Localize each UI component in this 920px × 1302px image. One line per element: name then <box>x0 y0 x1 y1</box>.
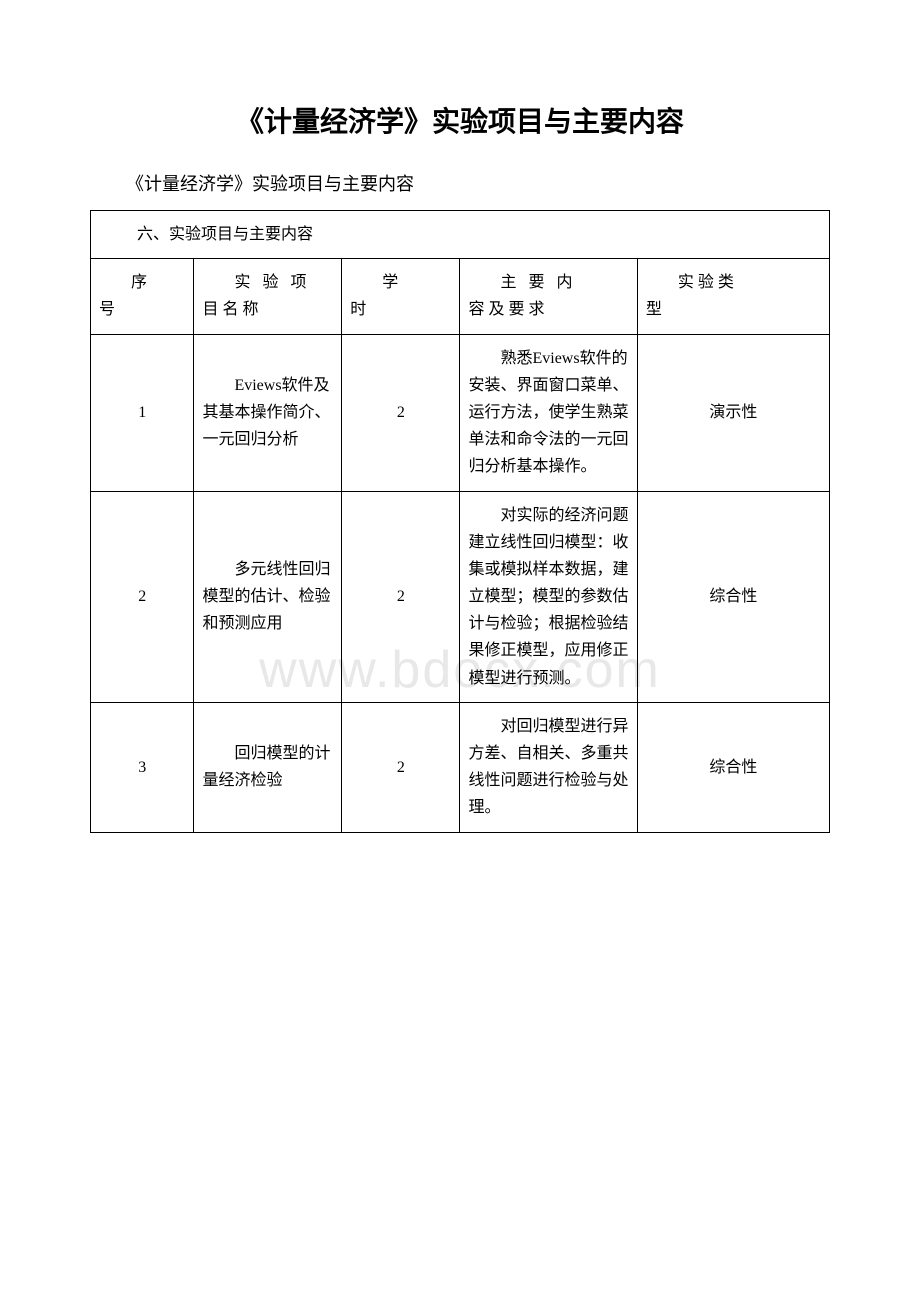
col-header-name-l1: 实 验 项 <box>202 269 333 296</box>
cell-name: 回归模型的计量经济检验 <box>194 702 342 832</box>
subtitle: 《计量经济学》实验项目与主要内容 <box>90 170 830 196</box>
cell-seq: 2 <box>91 491 194 702</box>
col-header-content-l1: 主 要 内 <box>468 269 628 296</box>
col-header-type: 实验类 型 <box>637 259 829 334</box>
col-header-content-l2: 容 及 要 求 <box>468 296 628 323</box>
col-header-hours: 学 时 <box>342 259 460 334</box>
table-row: 2 多元线性回归模型的估计、检验和预测应用 2 对实际的经济问题建立线性回归模型… <box>91 491 830 702</box>
experiment-table: 六、实验项目与主要内容 序 号 实 验 项 目 名 称 学 时 主 要 内 <box>90 210 830 833</box>
section-header-row: 六、实验项目与主要内容 <box>91 211 830 259</box>
cell-content: 对实际的经济问题建立线性回归模型：收集或模拟样本数据，建立模型；模型的参数估计与… <box>460 491 637 702</box>
col-header-type-l2: 型 <box>646 296 821 323</box>
col-header-name-l2: 目 名 称 <box>202 296 333 323</box>
cell-seq: 3 <box>91 702 194 832</box>
cell-content: 对回归模型进行异方差、自相关、多重共线性问题进行检验与处理。 <box>460 702 637 832</box>
col-header-name: 实 验 项 目 名 称 <box>194 259 342 334</box>
col-header-type-l1: 实验类 <box>646 269 821 296</box>
cell-name: 多元线性回归模型的估计、检验和预测应用 <box>194 491 342 702</box>
section-header-text: 六、实验项目与主要内容 <box>105 221 313 248</box>
cell-type: 演示性 <box>637 334 829 491</box>
cell-hours: 2 <box>342 491 460 702</box>
col-header-content: 主 要 内 容 及 要 求 <box>460 259 637 334</box>
table-row: 3 回归模型的计量经济检验 2 对回归模型进行异方差、自相关、多重共线性问题进行… <box>91 702 830 832</box>
cell-seq: 1 <box>91 334 194 491</box>
main-title: 《计量经济学》实验项目与主要内容 <box>90 100 830 140</box>
table-row: 1 Eviews软件及其基本操作简介、一元回归分析 2 熟悉Eviews软件的安… <box>91 334 830 491</box>
cell-name: Eviews软件及其基本操作简介、一元回归分析 <box>194 334 342 491</box>
col-header-hours-l2: 时 <box>350 296 451 323</box>
cell-hours: 2 <box>342 702 460 832</box>
col-header-seq: 序 号 <box>91 259 194 334</box>
cell-hours: 2 <box>342 334 460 491</box>
col-header-hours-l1: 学 <box>350 269 451 296</box>
cell-type: 综合性 <box>637 491 829 702</box>
column-header-row: 序 号 实 验 项 目 名 称 学 时 主 要 内 容 及 要 求 实验类 <box>91 259 830 334</box>
cell-content: 熟悉Eviews软件的安装、界面窗口菜单、运行方法，使学生熟菜单法和命令法的一元… <box>460 334 637 491</box>
col-header-seq-l2: 号 <box>99 296 185 323</box>
col-header-seq-l1: 序 <box>99 269 185 296</box>
cell-type: 综合性 <box>637 702 829 832</box>
